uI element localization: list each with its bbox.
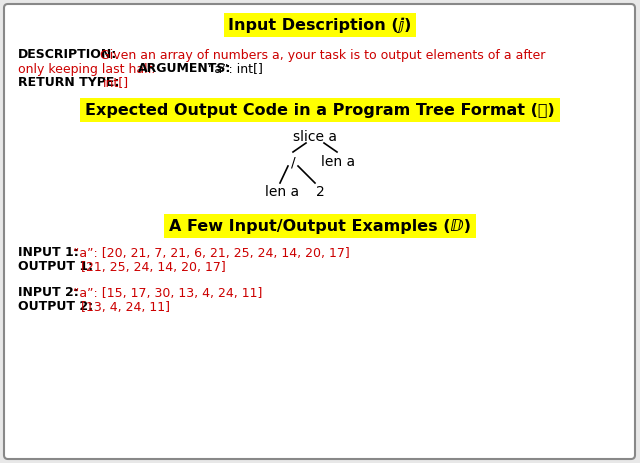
Text: ARGUMENTS:: ARGUMENTS: — [138, 63, 232, 75]
Text: INPUT 2:: INPUT 2: — [18, 287, 79, 300]
Text: Expected Output Code in a Program Tree Format (ⓞ): Expected Output Code in a Program Tree F… — [85, 102, 555, 118]
Text: INPUT 1:: INPUT 1: — [18, 246, 79, 259]
Text: RETURN TYPE:: RETURN TYPE: — [18, 76, 120, 89]
Text: only keeping last half.: only keeping last half. — [18, 63, 156, 75]
Text: Given an array of numbers a, your task is to output elements of a after: Given an array of numbers a, your task i… — [100, 49, 545, 62]
Text: “a”: [20, 21, 7, 21, 6, 21, 25, 24, 14, 20, 17]: “a”: [20, 21, 7, 21, 6, 21, 25, 24, 14, … — [73, 246, 349, 259]
Text: OUTPUT 2:: OUTPUT 2: — [18, 300, 93, 313]
Text: “a”: [15, 17, 30, 13, 4, 24, 11]: “a”: [15, 17, 30, 13, 4, 24, 11] — [73, 287, 262, 300]
Text: DESCRIPTION:: DESCRIPTION: — [18, 49, 117, 62]
Text: 2: 2 — [316, 185, 324, 199]
Text: A Few Input/Output Examples (ⅅ): A Few Input/Output Examples (ⅅ) — [169, 219, 471, 233]
Text: /: / — [291, 155, 295, 169]
Text: slice a: slice a — [293, 130, 337, 144]
Text: len a: len a — [321, 155, 355, 169]
Text: Input Description (ⅉ): Input Description (ⅉ) — [228, 17, 412, 33]
Text: int[]: int[] — [103, 76, 129, 89]
Text: OUTPUT 1:: OUTPUT 1: — [18, 261, 93, 274]
FancyBboxPatch shape — [4, 4, 635, 459]
Text: [21, 25, 24, 14, 20, 17]: [21, 25, 24, 14, 20, 17] — [81, 261, 226, 274]
Text: len a: len a — [265, 185, 299, 199]
Text: “a”: int[]: “a”: int[] — [208, 63, 263, 75]
Text: [13, 4, 24, 11]: [13, 4, 24, 11] — [81, 300, 170, 313]
